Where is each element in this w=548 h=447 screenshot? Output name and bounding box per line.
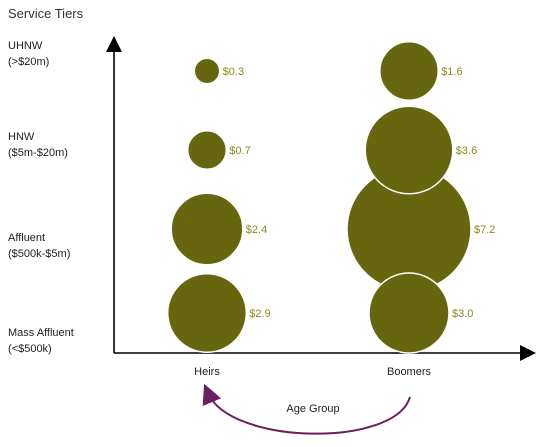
bubble [379,41,439,101]
bubble [170,192,244,266]
tier-label: Affluent [8,232,45,244]
value-label: $2.9 [249,308,270,320]
tier-range-label: ($5m-$20m) [8,147,68,159]
category-label: Heirs [194,366,220,378]
value-label: $2.4 [246,224,267,236]
x-axis-title: Age Group [286,403,339,415]
bubble [193,57,221,85]
category-labels: Heirs Boomers [194,366,431,378]
value-label: $7.2 [474,224,495,236]
bubble [364,105,454,195]
tier-label: UHNW [8,40,43,52]
bubble [186,129,228,171]
tier-range-label: (<$500k) [8,343,52,355]
value-label: $0.3 [223,66,244,78]
value-label: $0.7 [229,145,250,157]
tier-label: Mass Affluent [8,327,74,339]
category-label: Boomers [387,366,432,378]
value-label: $3.6 [456,145,477,157]
tier-labels: UHNW (>$20m) HNW ($5m-$20m) Affluent ($500k-$… [8,40,74,355]
value-label: $1.6 [441,66,462,78]
chart-title: Service Tiers [8,6,84,21]
curved-arrow-icon [202,383,411,435]
bubbles [166,41,472,354]
tier-label: HNW [8,131,35,143]
value-labels: $0.3 $0.7 $2.4 $2.9 $1.6 $3.6 $7.2 $3.0 [223,66,496,320]
tier-range-label: (>$20m) [8,56,49,68]
tier-range-label: ($500k-$5m) [8,248,70,260]
bubble [166,272,248,354]
bubble [368,272,450,354]
value-label: $3.0 [452,308,473,320]
